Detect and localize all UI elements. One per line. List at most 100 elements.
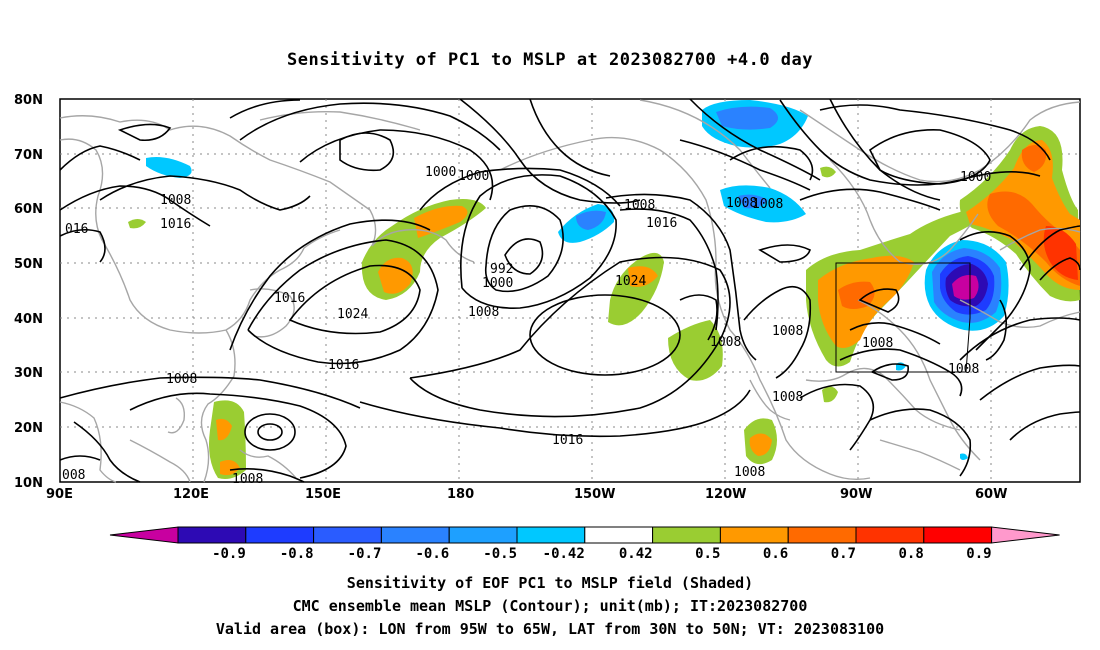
contour-label: 1008 (166, 372, 197, 387)
lat-label: 60N (14, 202, 43, 217)
colorbar-label: 0.7 (831, 546, 856, 562)
caption-contour: CMC ensemble mean MSLP (Contour); unit(m… (292, 597, 808, 615)
colorbar-label: -0.42 (543, 546, 585, 562)
colorbar-swatch (313, 526, 382, 544)
lat-label: 10N (14, 476, 43, 491)
contour-label: 992 (490, 262, 513, 277)
contour-label: 1024 (615, 274, 646, 289)
contour-label: 1008 (752, 197, 783, 212)
colorbar-swatch (923, 526, 993, 544)
shade-light-blue (960, 453, 968, 460)
shade-red (1043, 226, 1078, 280)
contour-label: 1024 (337, 307, 368, 322)
contour-label: 1008 (232, 472, 263, 487)
shade-orange (378, 257, 413, 294)
shade-orange (414, 205, 468, 238)
longitude-labels: 90E 120E 150E 180 150W 120W 90W 60W (46, 487, 1007, 502)
colorbar-label: 0.9 (966, 546, 991, 562)
colorbar-label: -0.9 (212, 546, 246, 562)
colorbar-label: 0.42 (619, 546, 653, 562)
shade-orange (749, 433, 772, 456)
lon-label: 120E (173, 487, 209, 502)
contour-label: 1000 (482, 276, 513, 291)
shade-orange (220, 460, 240, 476)
lat-label: 70N (14, 148, 43, 163)
colorbar-swatch (380, 526, 450, 544)
colorbar-swatch (177, 526, 247, 544)
valid-area-box (835, 262, 971, 373)
colorbar-label: -0.7 (348, 546, 382, 562)
colorbar-swatch (245, 526, 315, 544)
caption-valid-area: Valid area (box): LON from 95W to 65W, L… (215, 620, 885, 638)
colorbar-label: -0.8 (280, 546, 314, 562)
contour-label: 1016 (274, 291, 305, 306)
contour-label: 1008 (772, 390, 803, 405)
shade-green (668, 320, 723, 381)
colorbar-swatch (448, 526, 518, 544)
lon-label: 120W (705, 487, 746, 502)
lat-label: 20N (14, 421, 43, 436)
shade-blue (716, 106, 778, 130)
colorbar-swatch (855, 526, 925, 544)
lat-label: 40N (14, 312, 43, 327)
shade-orange (216, 418, 232, 441)
lat-label: 80N (14, 93, 43, 108)
lat-label: 30N (14, 366, 43, 381)
shade-blue (576, 210, 606, 230)
contour-label: 1016 (646, 216, 677, 231)
shade-green (128, 219, 146, 229)
contour-label-group: 1008 1016 016 1016 1024 1000 1000 992 10… (62, 165, 991, 487)
colorbar-label: 0.5 (695, 546, 720, 562)
colorbar-swatch (787, 526, 857, 544)
mslp-contours (59, 98, 1081, 483)
lat-label: 50N (14, 257, 43, 272)
shade-light-blue (146, 157, 192, 178)
shaded-sensitivity (128, 100, 1080, 479)
contour-label: 008 (62, 468, 85, 483)
contour-label: 1016 (552, 433, 583, 448)
lon-label: 150W (574, 487, 615, 502)
colorbar-under-arrow (109, 526, 179, 544)
contour-label: 1000 (425, 165, 456, 180)
colorbar-swatch (584, 526, 654, 544)
colorbar: -0.9 -0.8 -0.7 -0.6 -0.5 -0.42 0.42 0.5 0.6 0.7 0.… (109, 526, 1060, 562)
shade-magenta (952, 275, 979, 300)
contour-label: 1008 (948, 362, 979, 377)
contour-label: 1008 (710, 335, 741, 350)
coastlines (59, 99, 1081, 483)
lon-label: 60W (975, 487, 1007, 502)
shade-orange-dark (1021, 145, 1047, 172)
colorbar-over-arrow (991, 526, 1060, 544)
lon-label: 180 (447, 487, 474, 502)
map-title: Sensitivity of PC1 to MSLP at 2023082700… (286, 50, 813, 70)
colorbar-swatch (516, 526, 586, 544)
colorbar-swatch (719, 526, 789, 544)
contour-label: 1008 (862, 336, 893, 351)
contour-label: 1016 (160, 217, 191, 232)
contour-label: 1008 (468, 305, 499, 320)
colorbar-label: -0.5 (483, 546, 517, 562)
lon-label: 90E (46, 487, 73, 502)
contour-label: 1008 (160, 193, 191, 208)
caption-shaded: Sensitivity of EOF PC1 to MSLP field (Sh… (346, 574, 754, 592)
latitude-labels: 80N 70N 60N 50N 40N 30N 20N 10N (14, 93, 43, 491)
shade-blue (738, 194, 768, 209)
colorbar-label: -0.6 (415, 546, 449, 562)
contour-label: 1008 (734, 465, 765, 480)
shade-green (822, 386, 838, 403)
contour-label: 1000 (960, 170, 991, 185)
contour-label: 1000 (458, 169, 489, 184)
colorbar-label: 0.6 (763, 546, 788, 562)
shade-green (820, 166, 836, 178)
shade-orange (628, 266, 658, 287)
contour-label: 1016 (328, 358, 359, 373)
contour-label: 1008 (772, 324, 803, 339)
contour-label: 1008 (726, 196, 757, 211)
lon-label: 150E (305, 487, 341, 502)
lon-label: 90W (840, 487, 872, 502)
colorbar-label: 0.8 (899, 546, 924, 562)
contour-label: 016 (65, 222, 88, 237)
contour-label: 1008 (624, 198, 655, 213)
colorbar-swatch (652, 526, 721, 544)
